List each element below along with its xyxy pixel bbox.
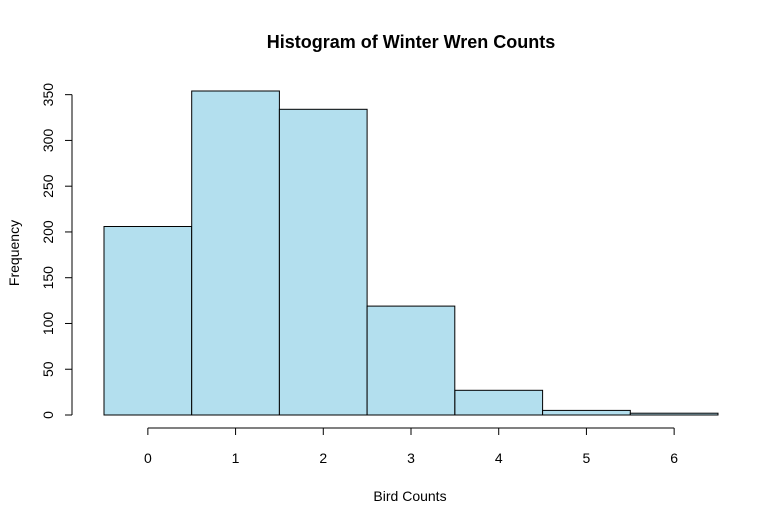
y-tick-label: 150 [40, 266, 56, 290]
histogram-bar-6 [629, 412, 719, 416]
x-axis: 0 1 2 3 4 5 6 [144, 427, 678, 466]
y-tick-label: 250 [40, 174, 56, 198]
y-tick-label: 350 [40, 83, 56, 107]
histogram-bar-1 [191, 90, 280, 416]
x-axis-label: Bird Counts [373, 488, 446, 504]
histogram-bar-3 [366, 305, 456, 416]
x-tick-label: 3 [407, 450, 415, 466]
histogram-bar-5 [542, 409, 631, 416]
y-tick-label: 300 [40, 129, 56, 153]
histogram-bar-0 [103, 226, 193, 416]
chart-title: Histogram of Winter Wren Counts [267, 32, 556, 52]
x-tick-label: 6 [670, 450, 678, 466]
x-tick-label: 0 [144, 450, 152, 466]
y-tick-label: 100 [40, 312, 56, 336]
y-axis-label: Frequency [6, 220, 22, 286]
histogram-bar-2 [278, 108, 368, 416]
x-tick-label: 4 [495, 450, 503, 466]
y-tick-label: 200 [40, 220, 56, 244]
y-tick-label: 0 [40, 411, 56, 419]
y-axis: 0 50 100 150 200 250 300 350 [40, 83, 73, 419]
x-tick-label: 5 [583, 450, 591, 466]
x-tick-label: 2 [319, 450, 327, 466]
x-tick-label: 1 [232, 450, 240, 466]
histogram-bar-4 [454, 389, 544, 416]
y-tick-label: 50 [40, 361, 56, 377]
bars-group [103, 90, 719, 416]
